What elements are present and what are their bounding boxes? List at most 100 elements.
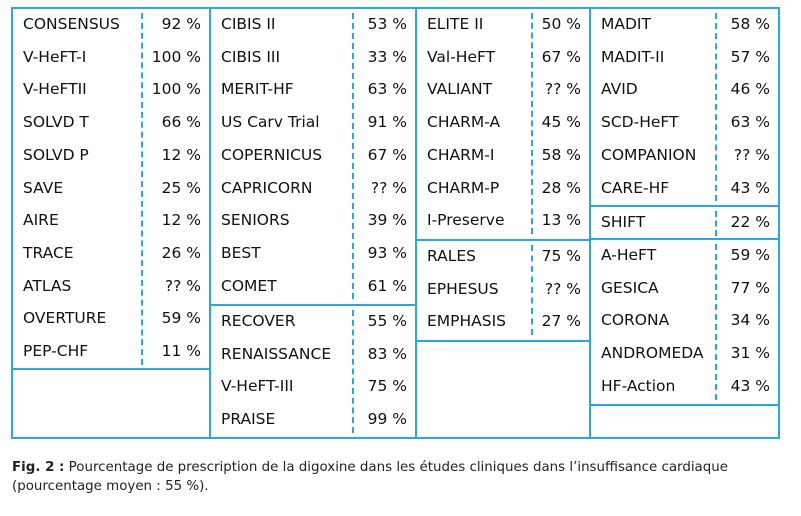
trial-name: US Carv Trial bbox=[221, 113, 320, 132]
block-col4-1: MADIT 58 % MADIT-II 57 % AVID 46 % SCD-HeFT 63 … bbox=[589, 7, 780, 207]
trial-percentage: 12 % bbox=[161, 145, 201, 164]
trial-row: COMET 61 % bbox=[211, 270, 415, 303]
trial-percentage: 93 % bbox=[367, 243, 407, 262]
trial-name: A-HeFT bbox=[601, 246, 657, 264]
trial-name: CIBIS III bbox=[221, 47, 281, 66]
trial-row: GESICA 77 % bbox=[591, 272, 778, 305]
trial-name: CHARM-A bbox=[427, 113, 501, 132]
trial-row: CHARM-A 45 % bbox=[417, 106, 589, 139]
dashed-separator bbox=[352, 13, 354, 300]
trial-name: ANDROMEDA bbox=[601, 344, 704, 363]
trial-percentage: 53 % bbox=[367, 15, 407, 33]
trial-percentage: ?? % bbox=[164, 276, 201, 295]
trial-row: SOLVD T 66 % bbox=[13, 106, 209, 139]
trial-row: COMPANION ?? % bbox=[591, 139, 778, 172]
trial-row: AIRE 12 % bbox=[13, 204, 209, 237]
trial-row: RENAISSANCE 83 % bbox=[211, 338, 415, 371]
trial-percentage: 63 % bbox=[730, 113, 770, 132]
trial-name: RALES bbox=[427, 247, 477, 265]
trial-percentage: 59 % bbox=[730, 246, 770, 264]
trial-row: MADIT-II 57 % bbox=[591, 41, 778, 74]
figure-caption: Fig. 2 : Pourcentage de prescription de … bbox=[12, 458, 782, 496]
trial-name: CIBIS II bbox=[221, 15, 276, 33]
trial-name: MERIT-HF bbox=[221, 80, 294, 99]
dashed-separator bbox=[352, 310, 354, 433]
trial-percentage: 83 % bbox=[367, 344, 407, 363]
trial-percentage: ?? % bbox=[733, 145, 770, 164]
trial-percentage: ?? % bbox=[370, 178, 407, 197]
trial-name: MADIT-II bbox=[601, 47, 665, 66]
trial-row: ATLAS ?? % bbox=[13, 270, 209, 303]
trial-percentage: 22 % bbox=[730, 213, 770, 231]
trial-row: CARE-HF 43 % bbox=[591, 172, 778, 205]
trial-name: AIRE bbox=[23, 211, 59, 230]
block-col4-2: SHIFT 22 % bbox=[589, 205, 780, 240]
trial-name: SAVE bbox=[23, 178, 64, 197]
trial-row: CAPRICORN ?? % bbox=[211, 172, 415, 205]
trial-percentage: 92 % bbox=[161, 15, 201, 33]
trial-percentage: 57 % bbox=[730, 47, 770, 66]
trial-name: SCD-HeFT bbox=[601, 113, 679, 132]
trial-percentage: 26 % bbox=[161, 243, 201, 262]
trial-percentage: 58 % bbox=[541, 145, 581, 164]
trial-percentage: 58 % bbox=[730, 15, 770, 33]
trial-name: GESICA bbox=[601, 278, 659, 297]
block-col4-4 bbox=[589, 404, 780, 439]
block-col3-3 bbox=[415, 340, 591, 439]
trial-name: RENAISSANCE bbox=[221, 344, 332, 363]
trial-percentage: 66 % bbox=[161, 113, 201, 132]
trial-percentage: 75 % bbox=[367, 377, 407, 396]
block-col3-1: ELITE II 50 % Val-HeFT 67 % VALIANT ?? % CHARM… bbox=[415, 7, 591, 241]
trial-row: COPERNICUS 67 % bbox=[211, 139, 415, 172]
trial-row: VALIANT ?? % bbox=[417, 73, 589, 106]
block-col2-2: RECOVER 55 % RENAISSANCE 83 % V-HeFT-III 75 %… bbox=[209, 304, 417, 439]
trial-percentage: ?? % bbox=[544, 279, 581, 298]
trial-percentage: 59 % bbox=[161, 309, 201, 328]
trial-row: A-HeFT 59 % bbox=[591, 239, 778, 272]
trial-name: COPERNICUS bbox=[221, 145, 323, 164]
trial-row: PEP-CHF 11 % bbox=[13, 335, 209, 368]
trial-row: SENIORS 39 % bbox=[211, 204, 415, 237]
trial-row: MADIT 58 % bbox=[591, 8, 778, 41]
trial-name: CAPRICORN bbox=[221, 178, 313, 197]
trial-percentage: 31 % bbox=[730, 344, 770, 363]
trial-name: EMPHASIS bbox=[427, 312, 507, 331]
trial-percentage: 11 % bbox=[161, 342, 201, 360]
trial-percentage: 100 % bbox=[151, 80, 201, 99]
trial-percentage: 67 % bbox=[367, 145, 407, 164]
trial-row: I-Preserve 13 % bbox=[417, 204, 589, 237]
trial-percentage: 63 % bbox=[367, 80, 407, 99]
trial-percentage: 67 % bbox=[541, 47, 581, 66]
trial-row: Val-HeFT 67 % bbox=[417, 41, 589, 74]
trial-percentage: 43 % bbox=[730, 178, 770, 197]
trial-name: CARE-HF bbox=[601, 178, 670, 197]
trial-row: ELITE II 50 % bbox=[417, 8, 589, 41]
trial-row: AVID 46 % bbox=[591, 73, 778, 106]
trial-row: PRAISE 99 % bbox=[211, 403, 415, 436]
trial-name: RECOVER bbox=[221, 312, 296, 330]
trial-percentage: 28 % bbox=[541, 178, 581, 197]
trial-name: CORONA bbox=[601, 311, 670, 330]
trial-percentage: 39 % bbox=[367, 211, 407, 230]
trial-row: CONSENSUS 92 % bbox=[13, 8, 209, 41]
trial-name: CHARM-I bbox=[427, 145, 495, 164]
trial-name: ATLAS bbox=[23, 276, 72, 295]
trial-row: CORONA 34 % bbox=[591, 304, 778, 337]
trial-name: AVID bbox=[601, 80, 638, 99]
trial-name: CHARM-P bbox=[427, 178, 500, 197]
trial-name: SHIFT bbox=[601, 213, 646, 231]
trial-percentage: 46 % bbox=[730, 80, 770, 99]
trial-percentage: 45 % bbox=[541, 113, 581, 132]
trial-row: V-HeFTII 100 % bbox=[13, 73, 209, 106]
trial-name: MADIT bbox=[601, 15, 651, 33]
trial-row: MERIT-HF 63 % bbox=[211, 73, 415, 106]
trial-name: VALIANT bbox=[427, 80, 493, 99]
trial-percentage: 34 % bbox=[730, 311, 770, 330]
trial-name: COMET bbox=[221, 276, 277, 295]
trial-name: BEST bbox=[221, 243, 261, 262]
trial-row: SAVE 25 % bbox=[13, 172, 209, 205]
trial-name: COMPANION bbox=[601, 145, 697, 164]
trial-row: CHARM-P 28 % bbox=[417, 172, 589, 205]
caption-text: Pourcentage de prescription de la digoxi… bbox=[12, 460, 728, 494]
dashed-separator bbox=[531, 13, 533, 234]
